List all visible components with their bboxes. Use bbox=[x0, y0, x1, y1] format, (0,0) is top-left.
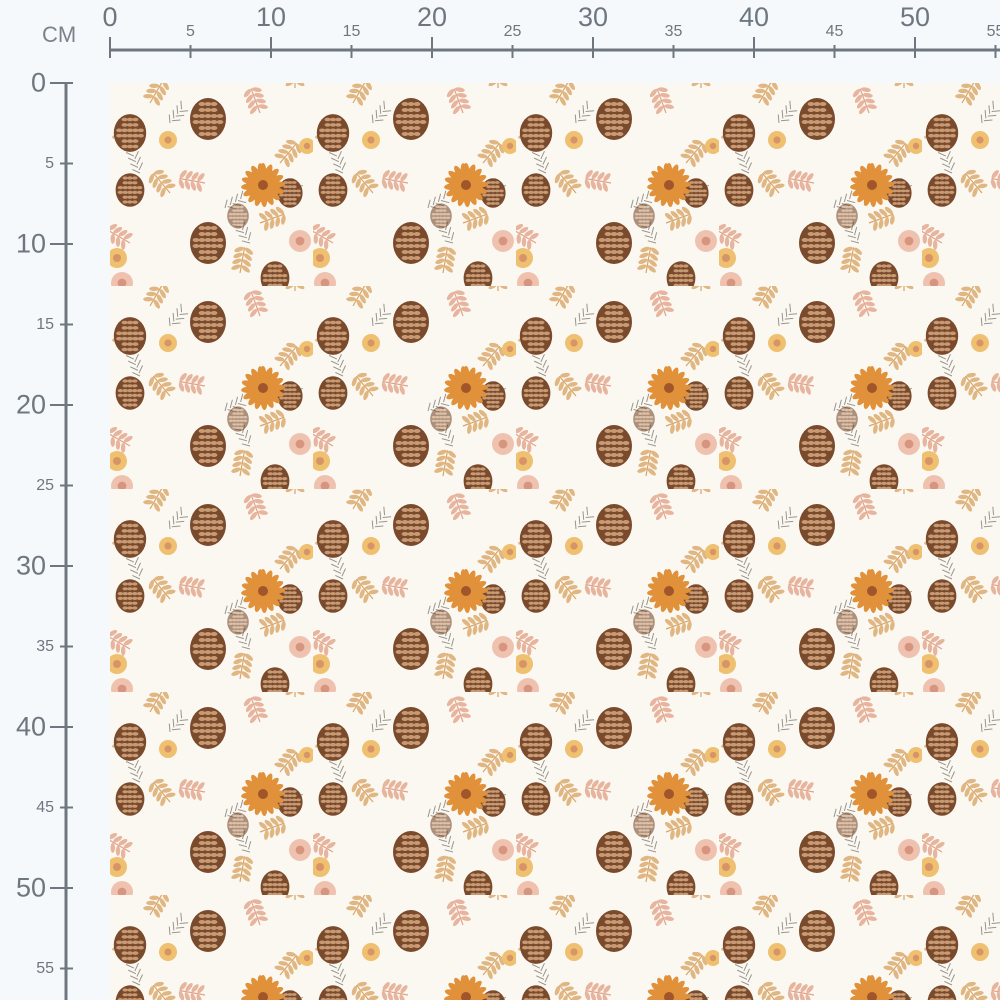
ruler-label: 0 bbox=[102, 2, 118, 32]
ruler-label: 15 bbox=[342, 23, 361, 40]
fabric-pattern-swatch bbox=[110, 83, 1000, 1000]
ruler-label: 55 bbox=[36, 959, 54, 977]
ruler-label: 35 bbox=[664, 23, 683, 40]
ruler-label: 30 bbox=[577, 2, 609, 32]
ruler-label: 10 bbox=[255, 2, 287, 32]
ruler-label: 35 bbox=[36, 637, 54, 655]
ruler-label: 5 bbox=[186, 23, 195, 40]
ruler-label: 10 bbox=[15, 228, 46, 259]
ruler-label: 40 bbox=[738, 2, 770, 32]
ruler-label: 0 bbox=[30, 67, 46, 98]
ruler-label: 15 bbox=[36, 315, 54, 333]
ruler-label: 20 bbox=[416, 2, 448, 32]
ruler-label: 25 bbox=[36, 476, 54, 494]
ruler-label: 20 bbox=[15, 389, 46, 420]
ruler-label: 45 bbox=[36, 798, 54, 816]
ruler-label: 50 bbox=[15, 872, 46, 903]
ruler-label: 55 bbox=[986, 23, 1000, 40]
vertical-ruler bbox=[50, 82, 73, 1000]
ruler-label: 5 bbox=[45, 154, 54, 172]
unit-label: CM bbox=[42, 22, 77, 47]
horizontal-ruler bbox=[109, 37, 1000, 58]
ruler-label: 40 bbox=[15, 711, 46, 742]
ruler-label: 30 bbox=[15, 550, 46, 581]
ruler-label: 50 bbox=[899, 2, 931, 32]
ruler-label: 25 bbox=[503, 23, 522, 40]
ruler-label: 45 bbox=[825, 23, 844, 40]
